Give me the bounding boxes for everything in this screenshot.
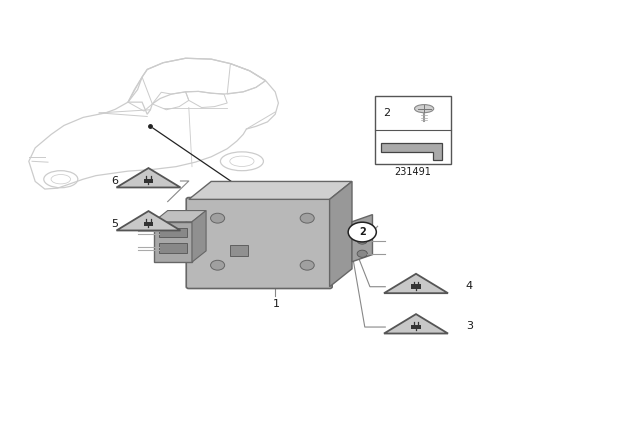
Bar bbox=[154, 222, 192, 262]
Bar bbox=[159, 243, 187, 253]
FancyBboxPatch shape bbox=[186, 198, 332, 289]
Circle shape bbox=[211, 260, 225, 270]
Text: 2: 2 bbox=[359, 227, 365, 237]
Text: 5: 5 bbox=[111, 219, 118, 229]
Bar bbox=[375, 96, 451, 164]
Text: 3: 3 bbox=[466, 321, 473, 331]
Circle shape bbox=[357, 250, 367, 257]
Circle shape bbox=[211, 213, 225, 223]
Polygon shape bbox=[381, 143, 442, 160]
Polygon shape bbox=[196, 270, 344, 287]
Circle shape bbox=[357, 237, 367, 244]
Polygon shape bbox=[154, 211, 206, 222]
Circle shape bbox=[300, 260, 314, 270]
Circle shape bbox=[348, 222, 376, 242]
Polygon shape bbox=[384, 274, 448, 293]
Text: 4: 4 bbox=[466, 281, 473, 291]
Text: 2: 2 bbox=[383, 108, 390, 118]
Bar bbox=[144, 178, 153, 183]
Bar bbox=[412, 324, 420, 329]
Text: 1: 1 bbox=[273, 299, 280, 309]
Circle shape bbox=[300, 213, 314, 223]
Ellipse shape bbox=[415, 105, 434, 112]
Text: 231491: 231491 bbox=[394, 167, 431, 177]
Text: 6: 6 bbox=[111, 176, 118, 186]
Polygon shape bbox=[330, 181, 352, 287]
Polygon shape bbox=[189, 181, 352, 199]
Bar bbox=[230, 245, 248, 256]
Polygon shape bbox=[352, 215, 372, 262]
Polygon shape bbox=[384, 314, 448, 333]
Bar bbox=[159, 228, 187, 237]
Polygon shape bbox=[116, 211, 180, 230]
Polygon shape bbox=[192, 211, 206, 262]
Bar bbox=[412, 284, 420, 289]
Polygon shape bbox=[116, 168, 180, 187]
Bar bbox=[144, 221, 153, 226]
